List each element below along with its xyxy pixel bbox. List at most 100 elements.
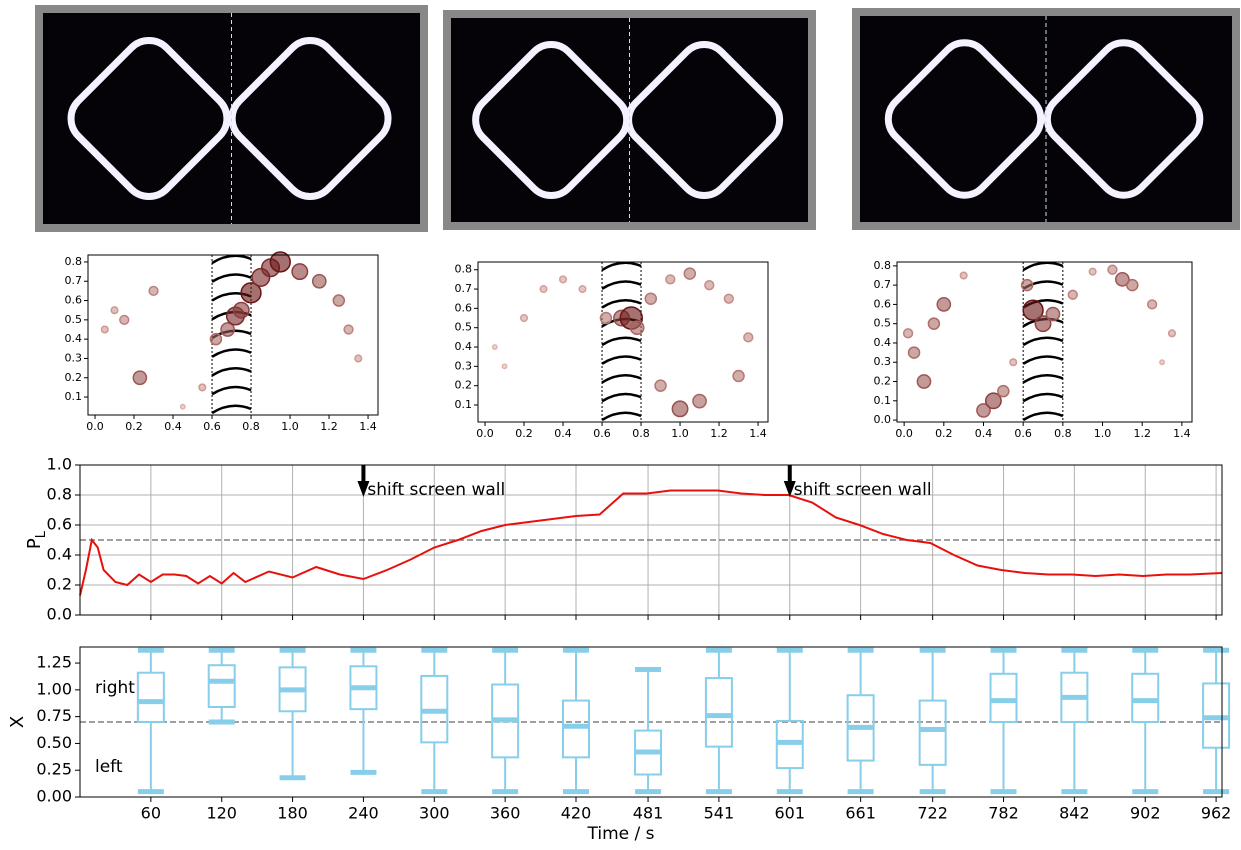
x-tick-label: 1.4 (1173, 427, 1191, 440)
y-tick-label: 0.8 (874, 259, 892, 272)
x-tick-label: 1.4 (359, 420, 377, 433)
x-axis-label: Time / s (587, 824, 655, 844)
screen-stripe (1022, 374, 1064, 384)
point (343, 324, 354, 335)
point (291, 263, 309, 281)
point (692, 393, 707, 409)
point (1159, 359, 1165, 366)
x-tick-label: 1.0 (281, 420, 299, 433)
screen-stripe (601, 411, 642, 422)
x-tick-label: 0.6 (593, 427, 611, 440)
y-tick-label: 0.2 (455, 379, 473, 392)
box (136, 671, 165, 724)
track-loop (472, 40, 631, 200)
y-tick-label: 0.1 (455, 398, 473, 411)
screen-stripe (601, 392, 642, 403)
point (240, 282, 262, 304)
screen-stripe (601, 374, 642, 384)
track-loop (228, 37, 392, 200)
point (119, 314, 130, 325)
screen-stripe (211, 367, 252, 377)
x-tick-label: 1.0 (671, 427, 689, 440)
point (110, 306, 119, 315)
y-tick-label: 0.8 (65, 255, 83, 268)
point (1167, 329, 1177, 338)
point (936, 297, 952, 312)
screen-stripe (601, 280, 642, 290)
x-tick-label: 0.8 (242, 420, 260, 433)
y-tick-label: 0.4 (65, 332, 83, 345)
annotation: shift screen wall (794, 480, 932, 500)
x-tick-label: 0.2 (125, 420, 143, 433)
y-tick-label: 0.2 (65, 371, 83, 384)
point (232, 301, 250, 319)
screen-stripe (211, 254, 252, 265)
point (179, 403, 186, 410)
x-tick-label: 1.0 (1094, 427, 1112, 440)
plot-frame (896, 261, 1193, 423)
point (984, 392, 1002, 410)
x-tick-label: 782 (988, 804, 1019, 823)
x-tick-label: 722 (917, 804, 948, 823)
box (989, 672, 1018, 723)
x-tick-label: 661 (845, 804, 876, 823)
y-tick-label: 0.8 (47, 485, 72, 504)
y-tick-label: 0.1 (874, 394, 892, 407)
y-tick-label: 0.6 (47, 515, 72, 534)
point (1034, 315, 1052, 333)
x-tick-label: 1.2 (320, 420, 338, 433)
point (665, 274, 676, 285)
y-tick-label: 0.5 (874, 317, 892, 330)
screen-stripe (211, 404, 252, 415)
y-tick-label: 0.75 (36, 706, 72, 725)
y-tick-label: 1.25 (36, 653, 72, 672)
point (704, 280, 715, 291)
region-label: right (95, 678, 135, 698)
y-tick-label: 0.0 (874, 413, 892, 426)
y-axis-label-main: P (24, 538, 45, 549)
y-tick-label: 0.2 (874, 375, 892, 388)
point (902, 328, 914, 339)
y-tick-label: 0.6 (455, 301, 473, 314)
point (743, 332, 754, 343)
y-tick-label: 0.3 (455, 359, 473, 372)
y-tick-label: 0.6 (874, 297, 892, 310)
point (1107, 264, 1118, 275)
point (558, 275, 568, 284)
point (916, 374, 932, 389)
y-tick-label: 0.8 (455, 263, 473, 276)
x-tick-label: 0.6 (203, 420, 221, 433)
x-tick-label: 0.4 (975, 427, 993, 440)
point (1067, 289, 1078, 300)
x-tick-label: 902 (1130, 804, 1161, 823)
point (269, 251, 291, 273)
point (332, 294, 346, 307)
x-tick-label: 180 (277, 804, 308, 823)
point (1009, 358, 1018, 367)
data-line (79, 489, 1223, 596)
x-tick-label: 842 (1059, 804, 1090, 823)
x-tick-label: 0.2 (515, 427, 533, 440)
point (132, 370, 148, 386)
point (198, 383, 207, 392)
point (1020, 278, 1034, 292)
y-tick-label: 0.50 (36, 733, 72, 752)
point (1022, 299, 1044, 321)
plot-frame (477, 261, 769, 423)
box (562, 699, 591, 759)
y-tick-label: 0.7 (65, 274, 83, 287)
screen-stripe (211, 273, 252, 283)
point (209, 332, 223, 346)
y-tick-label: 0.5 (455, 321, 473, 334)
point (100, 325, 109, 334)
screen-stripe (601, 336, 642, 347)
screen-stripe (601, 355, 642, 365)
screen-stripe (601, 261, 642, 272)
y-tick-label: 1.0 (47, 455, 72, 474)
point (976, 403, 991, 418)
track-loop (625, 40, 784, 200)
screen-stripe (1022, 392, 1064, 403)
point (723, 293, 734, 304)
point (907, 346, 921, 359)
